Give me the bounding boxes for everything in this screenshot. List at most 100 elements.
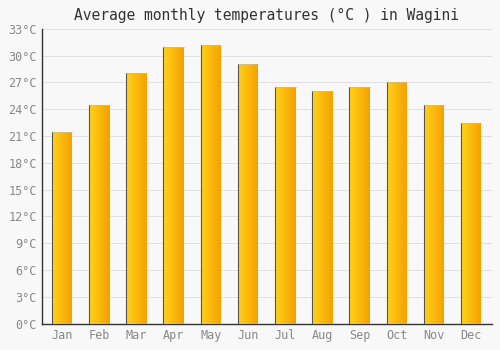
Bar (365, 87, 366, 324)
Bar (128, 74, 129, 324)
Bar (426, 105, 427, 324)
Bar (424, 105, 425, 324)
Bar (90, 105, 91, 324)
Bar (324, 91, 325, 324)
Bar (402, 82, 403, 324)
Bar (242, 64, 243, 324)
Bar (481, 122, 482, 324)
Bar (406, 82, 407, 324)
Bar (317, 91, 318, 324)
Bar (91, 105, 92, 324)
Bar (102, 105, 103, 324)
Bar (60, 132, 61, 324)
Bar (71, 132, 72, 324)
Bar (206, 45, 207, 324)
Bar (356, 87, 357, 324)
Bar (322, 91, 323, 324)
Bar (369, 87, 370, 324)
Bar (170, 47, 171, 324)
Bar (443, 105, 444, 324)
Bar (250, 64, 251, 324)
Bar (283, 87, 284, 324)
Bar (293, 87, 294, 324)
Bar (142, 74, 143, 324)
Bar (131, 74, 132, 324)
Bar (282, 87, 283, 324)
Bar (136, 74, 137, 324)
Bar (395, 82, 396, 324)
Bar (255, 64, 256, 324)
Bar (479, 122, 480, 324)
Bar (240, 64, 241, 324)
Bar (321, 91, 322, 324)
Bar (294, 87, 295, 324)
Bar (213, 45, 214, 324)
Bar (164, 47, 165, 324)
Bar (435, 105, 436, 324)
Bar (326, 91, 327, 324)
Bar (182, 47, 183, 324)
Bar (109, 105, 110, 324)
Bar (275, 87, 276, 324)
Bar (290, 87, 291, 324)
Bar (214, 45, 215, 324)
Bar (471, 122, 472, 324)
Bar (243, 64, 244, 324)
Bar (312, 91, 314, 324)
Bar (58, 132, 59, 324)
Bar (295, 87, 296, 324)
Bar (55, 132, 56, 324)
Bar (99, 105, 100, 324)
Bar (318, 91, 319, 324)
Bar (176, 47, 177, 324)
Bar (350, 87, 351, 324)
Bar (54, 132, 55, 324)
Bar (470, 122, 471, 324)
Bar (467, 122, 468, 324)
Bar (144, 74, 145, 324)
Bar (316, 91, 317, 324)
Bar (285, 87, 286, 324)
Bar (200, 45, 201, 324)
Bar (325, 91, 326, 324)
Bar (218, 45, 219, 324)
Bar (245, 64, 246, 324)
Bar (330, 91, 331, 324)
Bar (465, 122, 466, 324)
Bar (204, 45, 205, 324)
Bar (390, 82, 391, 324)
Bar (63, 132, 64, 324)
Bar (368, 87, 369, 324)
Bar (437, 105, 438, 324)
Bar (357, 87, 358, 324)
Bar (175, 47, 176, 324)
Bar (210, 45, 211, 324)
Bar (359, 87, 360, 324)
Bar (247, 64, 248, 324)
Bar (177, 47, 178, 324)
Bar (468, 122, 469, 324)
Bar (389, 82, 390, 324)
Bar (463, 122, 464, 324)
Bar (181, 47, 182, 324)
Bar (277, 87, 278, 324)
Bar (93, 105, 94, 324)
Bar (53, 132, 54, 324)
Bar (353, 87, 354, 324)
Bar (400, 82, 401, 324)
Bar (386, 82, 387, 324)
Bar (355, 87, 356, 324)
Bar (61, 132, 62, 324)
Bar (361, 87, 362, 324)
Bar (327, 91, 328, 324)
Bar (254, 64, 255, 324)
Bar (403, 82, 404, 324)
Bar (52, 132, 53, 324)
Bar (126, 74, 127, 324)
Bar (219, 45, 220, 324)
Bar (360, 87, 361, 324)
Bar (171, 47, 172, 324)
Bar (469, 122, 470, 324)
Bar (130, 74, 131, 324)
Bar (257, 64, 258, 324)
